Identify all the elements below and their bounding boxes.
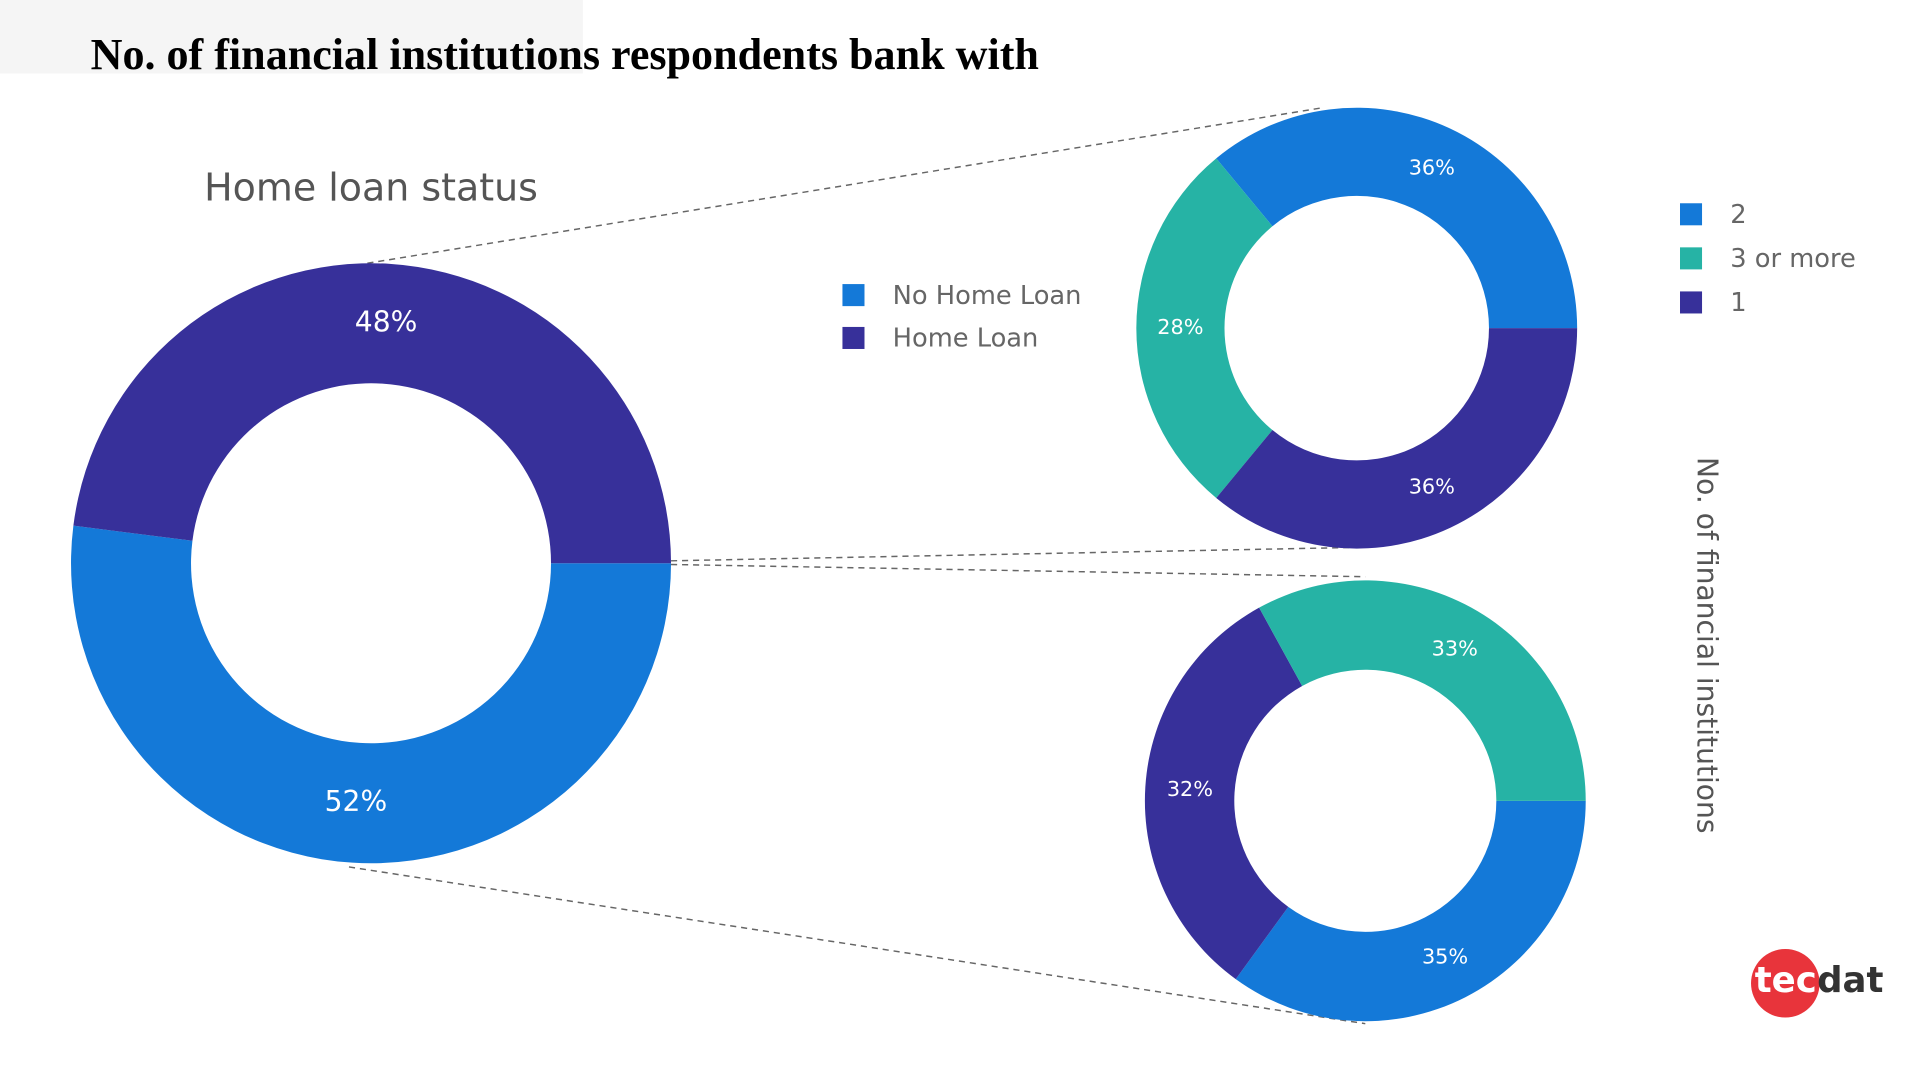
- legend-label: 1: [1730, 288, 1746, 318]
- data-label: 36%: [1409, 156, 1455, 180]
- data-label: 32%: [1167, 777, 1213, 801]
- data-label: 52%: [325, 785, 388, 818]
- donut-segment: [71, 525, 672, 864]
- connector: [348, 866, 1366, 1025]
- legend-swatch: [1680, 247, 1703, 270]
- data-label: 48%: [355, 306, 418, 339]
- title-band: [0, 0, 583, 74]
- legend-label: 2: [1730, 200, 1746, 230]
- donut-segment: [1216, 328, 1578, 549]
- legend-swatch: [842, 284, 865, 307]
- chart-title: Home loan status: [204, 165, 538, 209]
- data-label: 28%: [1157, 315, 1203, 339]
- logo-right: dat: [1817, 960, 1883, 1001]
- connectors: [348, 107, 1366, 1025]
- legend-label: 3 or more: [1730, 244, 1856, 274]
- logo-circle: [1751, 948, 1820, 1018]
- page-title: No. of financial institutions respondent…: [91, 30, 1039, 79]
- donut-segment: [1259, 580, 1586, 801]
- connector: [671, 563, 1366, 578]
- legend-label: Home Loan: [893, 324, 1039, 354]
- legend-label: No Home Loan: [893, 281, 1082, 311]
- donut-segment: [1136, 158, 1273, 498]
- donut-segment: [1235, 800, 1586, 1022]
- data-label: 33%: [1432, 637, 1478, 661]
- connector: [671, 546, 1360, 562]
- data-label: 36%: [1409, 475, 1455, 499]
- donut-segment: [1144, 607, 1303, 980]
- legend-swatch: [1680, 291, 1703, 314]
- logo-left: tec: [1755, 960, 1817, 1001]
- side-label: No. of financial institutions: [1691, 457, 1724, 833]
- donut-segment: [1216, 107, 1578, 329]
- data-label: 35%: [1422, 944, 1468, 968]
- legend-swatch: [842, 326, 865, 349]
- donut-segment: [73, 263, 672, 564]
- legend-swatch: [1680, 203, 1703, 226]
- connector: [367, 107, 1323, 264]
